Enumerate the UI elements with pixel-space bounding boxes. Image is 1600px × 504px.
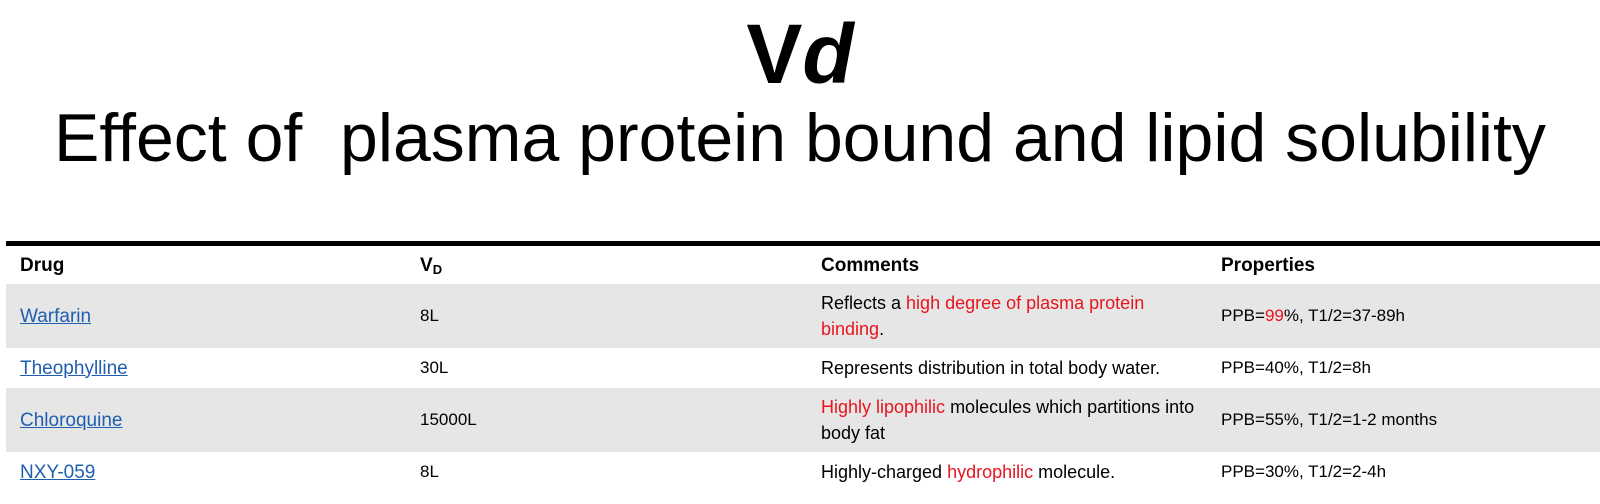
properties-cell: PPB=30%, T1/2=2-4h bbox=[1221, 462, 1387, 481]
comment-text-end: . bbox=[879, 319, 885, 339]
comment-text: Reflects a bbox=[821, 293, 907, 313]
vd-cell: 30L bbox=[420, 358, 449, 377]
header-comments: Comments bbox=[821, 255, 920, 276]
prop-highlight: 99 bbox=[1264, 306, 1284, 325]
header-vd: VD bbox=[406, 248, 807, 284]
prop-text: PPB= bbox=[1221, 306, 1265, 325]
header-properties: Properties bbox=[1221, 255, 1315, 276]
drug-link-chloroquine[interactable]: Chloroquine bbox=[20, 409, 123, 431]
properties-cell: PPB=99%, T1/2=37-89h bbox=[1207, 284, 1600, 348]
drug-cell: Warfarin bbox=[6, 284, 406, 348]
title-v: V bbox=[746, 7, 803, 101]
header-vd-sub: D bbox=[432, 262, 443, 277]
drug-link-warfarin[interactable]: Warfarin bbox=[20, 305, 92, 327]
table-header-row: Drug VD Comments Properties bbox=[6, 248, 1600, 284]
properties-cell: PPB=55%, T1/2=1-2 months bbox=[1207, 388, 1600, 452]
table-row: Chloroquine 15000L Highly lipophilic mol… bbox=[6, 388, 1600, 452]
slide-title: Vd bbox=[0, 8, 1600, 100]
drug-cell: NXY-059 bbox=[6, 452, 406, 492]
comment-text-end: molecules which partitions into body fat bbox=[821, 397, 1195, 443]
slide-subtitle: Effect of plasma protein bound and lipid… bbox=[54, 100, 1546, 176]
drug-link-nxy-059[interactable]: NXY-059 bbox=[20, 461, 96, 483]
drug-table: Drug VD Comments Properties Warfarin 8L … bbox=[6, 248, 1600, 492]
comment-cell: Represents distribution in total body wa… bbox=[821, 358, 1161, 378]
comment-cell: Reflects a high degree of plasma protein… bbox=[807, 284, 1207, 348]
properties-cell: PPB=40%, T1/2=8h bbox=[1221, 358, 1371, 377]
comment-text-end: molecule. bbox=[1033, 462, 1116, 482]
table-row: NXY-059 8L Highly-charged hydrophilic mo… bbox=[6, 452, 1600, 492]
vd-cell: 15000L bbox=[406, 388, 807, 452]
header-vd-main: V bbox=[420, 255, 433, 276]
comment-cell: Highly lipophilic molecules which partit… bbox=[807, 388, 1207, 452]
comment-highlight: Highly lipophilic bbox=[821, 397, 946, 417]
table-top-rule bbox=[6, 241, 1600, 246]
comment-highlight: high degree of plasma protein binding bbox=[821, 293, 1145, 339]
comment-text: Highly-charged bbox=[821, 462, 948, 482]
header-drug: Drug bbox=[20, 255, 65, 276]
comment-highlight: hydrophilic bbox=[947, 462, 1034, 482]
comment-cell: Highly-charged hydrophilic molecule. bbox=[807, 452, 1207, 492]
prop-text-end: %, T1/2=37-89h bbox=[1283, 306, 1406, 325]
vd-cell: 8L bbox=[406, 284, 807, 348]
table-row: Warfarin 8L Reflects a high degree of pl… bbox=[6, 284, 1600, 348]
drug-cell: Theophylline bbox=[6, 348, 406, 388]
drug-cell: Chloroquine bbox=[6, 388, 406, 452]
table-row: Theophylline 30L Represents distribution… bbox=[6, 348, 1600, 388]
title-d: d bbox=[802, 7, 854, 101]
drug-link-theophylline[interactable]: Theophylline bbox=[20, 357, 128, 379]
vd-cell: 8L bbox=[420, 462, 439, 481]
